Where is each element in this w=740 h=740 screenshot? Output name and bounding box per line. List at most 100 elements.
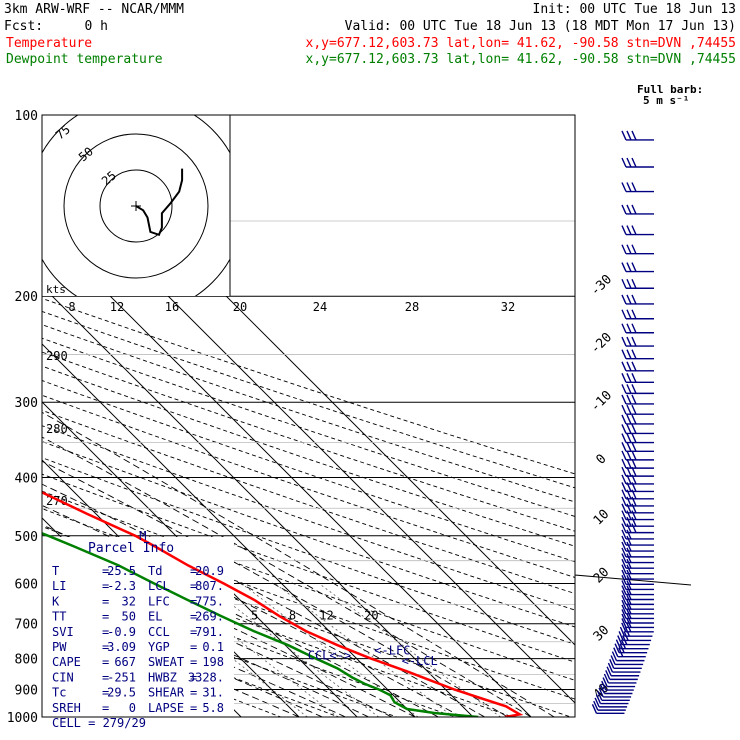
dry-adiabat-line [42,525,573,717]
wind-barb-flag [621,569,627,580]
parcel-info-cell: 32 [122,594,136,608]
parcel-info-cell: HWBZ [148,670,177,684]
wind-barb-flag [626,361,632,372]
parcel-info-cell: 29.5 [107,686,136,700]
wind-barb-flag [626,384,632,394]
wind-barb-flag [631,496,637,507]
parcel-info-cell: LI [52,579,66,593]
hodograph-scale-12: 12 [110,300,124,314]
wind-barb-flag [621,323,627,334]
parcel-info-cell: = [190,564,197,578]
wind-barb-flag [631,424,637,434]
pressure-labels: 100 200 300 400 500 600 700 800 900 1000 [7,109,38,726]
hodograph-scale-28: 28 [405,300,419,314]
wind-barb-flag [606,666,612,677]
parcel-info-title: Parcel Info [88,541,174,556]
parcel-info-cell: 198 [202,655,224,669]
wind-barb-flag [609,659,615,669]
dry-adiabat-line [42,490,575,681]
parcel-info-cell: TT [52,610,66,624]
parcel-info-cell: = [102,670,109,684]
theta-e-label: 280 [46,422,68,436]
wind-barb-flag [626,595,632,605]
isotherm-label: 0 [593,452,609,468]
wind-barb-flag [621,482,627,492]
wind-barb-flag [626,558,632,569]
wind-barb-flag [601,680,607,691]
parcel-info-cell: 20.9 [195,564,224,578]
wind-barb-flag [626,309,632,320]
wind-barb-flag [626,541,632,552]
wind-barb-flag [621,516,627,527]
wind-barb-flag [621,294,627,305]
wind-barb-flag [626,336,632,347]
wind-barb-flag [621,349,627,359]
wind-barb-flag [631,414,637,425]
wind-barb-flag [599,684,606,694]
parcel-info-cell: -0.9 [107,625,136,639]
hodograph-scale-24: 24 [313,300,327,314]
wind-barb-flag [631,489,637,500]
wind-barb-flag [597,690,603,701]
wind-barb-flag [605,670,611,680]
wind-barb-flag [631,373,637,383]
wind-barb-flag [621,450,627,461]
wind-barb-flag [621,424,627,434]
wind-barb-flag [626,182,632,192]
wind-barb-flag [621,442,627,452]
wind-barb-flag [626,414,632,425]
wind-barb-flag [621,373,627,383]
dewpoint-location: x,y=677.12,603.73 lat,lon= 41.62, -90.58… [306,52,736,67]
forecast-label: Fcst: [4,19,43,34]
wind-barb-flag [626,516,632,527]
wind-barb-legend-label: Full barb: [637,83,703,96]
parcel-info-cell: 0.1 [202,640,224,654]
wind-barb-flag [621,278,627,289]
wind-barb-flag [631,384,637,394]
pressure-label: 800 [15,653,38,668]
wind-barb-flag [626,278,632,289]
hodograph: 75 50 25 kts [42,115,231,296]
wind-barb-legend: Full barb: 5 m s⁻¹ [637,83,703,107]
legend-dewpoint: Dewpoint temperature [6,52,163,67]
wind-barb-flag [631,349,637,359]
wind-barb-flag [621,225,627,235]
wind-barb-flag [631,482,637,492]
wind-barb-flag [593,700,599,711]
wind-barb-flag [626,262,632,272]
parcel-info-cell: CIN [52,670,74,684]
parcel-info-cell: = [102,610,109,624]
parcel-info-cell: = [190,701,197,715]
wind-barb-flag [626,599,632,610]
dry-adiabat-line [42,473,575,663]
wind-barb-flag [621,580,627,590]
parcel-info-cell: = [102,564,109,578]
hodograph-trace [135,168,184,237]
wind-barb-flag [631,182,637,192]
pressure-label: 400 [15,471,38,486]
dry-adiabat-line [42,508,575,700]
wind-barb-flag [626,450,632,461]
wind-barb-flag [621,558,627,569]
wind-barb-flag [631,458,637,469]
parcel-info-cell: SREH [52,701,81,715]
wind-barb-flag [595,694,602,704]
wind-barb-flag [631,361,637,372]
mixing-ratio-line [318,583,501,717]
wind-barb-flag [621,130,627,141]
wind-barb-flag [619,643,625,653]
wind-barb-flag [626,244,632,255]
mixing-ratio-label: 8 [289,609,296,623]
mixing-ratio-line [274,583,454,717]
parcel-info-cell: SVI [52,625,74,639]
wind-barb-flag [621,564,627,574]
wind-barb-flag [622,635,628,645]
wind-barb-flag [626,204,632,215]
wind-barb-flag [613,647,619,657]
hodograph-scale-8: 8 [68,300,75,314]
isotherm-label: -10 [588,388,615,415]
wind-barb-flag [621,604,627,615]
wind-barb-flag [621,510,627,520]
